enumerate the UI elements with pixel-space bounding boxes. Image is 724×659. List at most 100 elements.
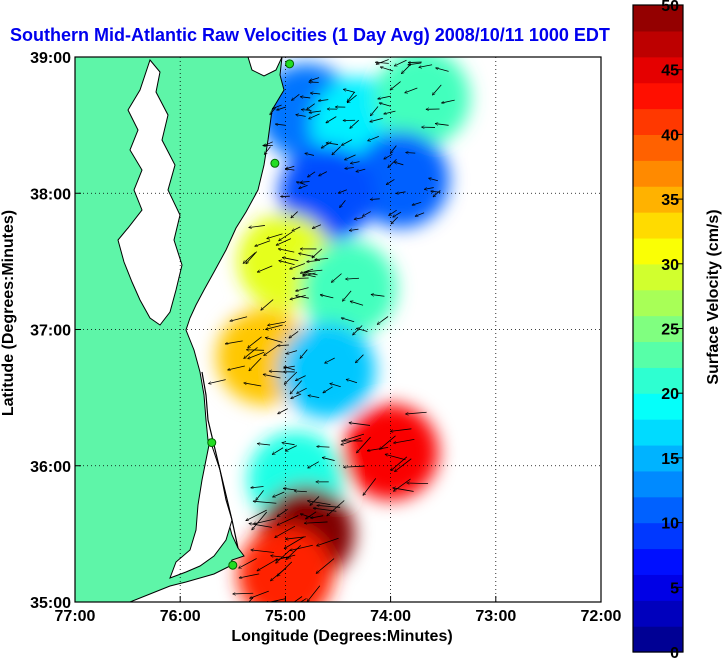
velocity-arrow xyxy=(367,135,379,141)
velocity-arrow xyxy=(394,59,407,67)
velocity-arrow xyxy=(344,433,365,440)
colorbar-swatch xyxy=(633,5,683,32)
velocity-arrow xyxy=(285,445,297,452)
velocity-arrow xyxy=(390,145,397,154)
velocity-arrow xyxy=(265,324,283,330)
velocity-arrow xyxy=(291,93,300,100)
velocity-arrow xyxy=(247,351,265,359)
colorbar-tick-label: 30 xyxy=(661,257,679,274)
velocity-arrow xyxy=(277,515,299,526)
velocity-arrow xyxy=(289,263,305,270)
velocity-arrow xyxy=(349,229,359,231)
velocity-arrow xyxy=(316,446,330,447)
velocity-arrow xyxy=(315,258,329,259)
velocity-arrow xyxy=(377,95,391,99)
velocity-arrow xyxy=(363,478,377,495)
colorbar-swatch xyxy=(633,160,683,187)
grid-lines xyxy=(75,57,601,602)
colorbar-swatch xyxy=(633,419,683,446)
velocity-arrow xyxy=(370,117,383,121)
velocity-arrow xyxy=(391,216,399,224)
radar-station-marker xyxy=(228,560,238,570)
velocity-arrow xyxy=(431,191,441,192)
colorbar-swatch xyxy=(633,574,683,601)
velocity-arrow xyxy=(275,124,286,125)
velocity-arrow xyxy=(277,561,293,576)
colorbar-swatch xyxy=(633,626,683,653)
velocity-arrow xyxy=(290,544,313,550)
colorbar-swatch xyxy=(633,548,683,575)
velocity-arrow xyxy=(318,171,328,177)
velocity-arrow xyxy=(323,386,333,394)
velocity-arrow xyxy=(341,437,362,445)
velocity-arrow xyxy=(390,428,412,432)
velocity-arrow xyxy=(285,536,306,539)
velocity-arrow xyxy=(355,354,364,363)
velocity-arrow xyxy=(346,379,358,384)
velocity-arrow xyxy=(412,201,422,205)
x-tick-label: 77:00 xyxy=(55,608,96,625)
velocity-arrow xyxy=(407,483,429,484)
velocity-arrow xyxy=(300,181,310,182)
colorbar-swatch xyxy=(633,82,683,110)
velocity-arrow xyxy=(265,337,283,343)
velocity-arrow xyxy=(367,446,389,450)
velocity-arrow xyxy=(291,211,298,219)
velocity-arrow xyxy=(286,350,298,354)
velocity-arrow xyxy=(274,525,296,539)
velocity-arrow xyxy=(394,162,404,166)
y-axis-ticks: 35:00 36:00 37:00 38:00 39:00 xyxy=(30,50,81,612)
velocity-arrow xyxy=(331,273,342,283)
velocity-arrow xyxy=(327,500,345,517)
plot-area xyxy=(75,57,601,602)
velocity-arrow xyxy=(263,374,281,379)
velocity-arrow xyxy=(349,423,371,426)
velocity-arrow xyxy=(435,68,449,72)
velocity-arrow xyxy=(405,411,427,414)
velocity-arrow xyxy=(238,558,257,569)
velocity-arrow xyxy=(294,491,307,492)
colorbar-swatch xyxy=(633,30,683,58)
velocity-arrow xyxy=(292,278,309,279)
velocity-arrow xyxy=(433,190,441,197)
x-tick-label: 73:00 xyxy=(475,608,516,625)
barrier-islands xyxy=(201,371,239,549)
colorbar-tick-label: 15 xyxy=(661,451,679,468)
velocity-arrow xyxy=(390,81,401,91)
velocity-arrow xyxy=(312,224,322,229)
y-tick-label: 36:00 xyxy=(30,459,71,476)
velocity-arrow xyxy=(435,124,449,126)
velocity-arrow xyxy=(285,169,295,170)
velocity-arrow xyxy=(296,115,306,117)
colorbar-tick-label: 35 xyxy=(661,192,679,209)
velocity-arrow xyxy=(272,491,285,497)
velocity-arrow xyxy=(244,347,258,358)
velocity-arrow xyxy=(290,380,302,395)
velocity-region-12 xyxy=(237,526,334,602)
x-tick-label: 74:00 xyxy=(370,608,411,625)
velocity-arrow xyxy=(350,301,364,306)
hf-radar-stations xyxy=(207,59,295,570)
velocity-arrow xyxy=(227,365,245,370)
y-tick-label: 37:00 xyxy=(30,323,71,340)
velocity-arrow xyxy=(249,225,265,227)
colorbar-swatch xyxy=(633,56,683,84)
colorbar-swatch xyxy=(633,470,683,498)
velocity-arrow xyxy=(233,593,254,594)
x-axis-label: Longitude (Degrees:Minutes) xyxy=(231,628,452,645)
velocity-arrow xyxy=(344,168,354,169)
velocity-region-8 xyxy=(279,322,376,419)
velocity-arrow xyxy=(350,161,360,164)
velocity-arrow xyxy=(253,501,277,504)
colorbar-tick-label: 20 xyxy=(661,386,679,403)
velocity-arrow xyxy=(312,248,323,258)
velocity-arrow xyxy=(304,522,328,523)
velocity-arrow xyxy=(354,217,364,219)
velocity-arrow xyxy=(249,357,262,371)
colorbar-tick-label: 10 xyxy=(661,516,679,533)
velocity-arrow xyxy=(415,212,425,217)
colorbar-swatch xyxy=(633,263,683,291)
velocity-arrow xyxy=(377,316,389,325)
delaware-bay xyxy=(247,57,283,77)
